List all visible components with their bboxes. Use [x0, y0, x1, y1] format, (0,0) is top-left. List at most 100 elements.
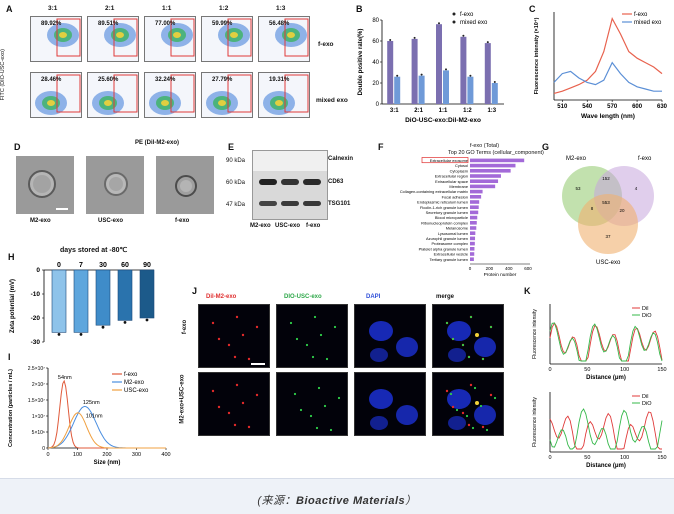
- x-tick-label: 400: [505, 266, 513, 271]
- go-term-label: Extracellular region: [435, 174, 468, 179]
- red-puncta: [233, 355, 237, 359]
- green-puncta: [315, 426, 319, 430]
- gate-percent: 89.51%: [98, 21, 119, 27]
- flow-density: [263, 74, 309, 115]
- ratio-label: 1:2: [219, 5, 229, 12]
- zeta-potential-chart: 0 -10 -20 -30 0 7 30 60 90 Zeta potential (mV): [10, 262, 155, 346]
- legend-label: mixed exo: [460, 20, 488, 26]
- scale-bar: [251, 363, 265, 365]
- go-term-bar: [470, 200, 480, 204]
- density-core: [47, 100, 55, 106]
- zeta-point: [57, 333, 61, 336]
- venn-count: 8: [591, 206, 594, 211]
- go-term-bar: [470, 189, 483, 194]
- x-tick-label: 0: [469, 266, 472, 271]
- nucleus: [370, 416, 388, 430]
- x-tick-label: 150: [657, 367, 666, 373]
- panel-label-d: D: [14, 142, 21, 152]
- x-tick-label: 100: [620, 455, 629, 461]
- bar-point: [462, 34, 465, 37]
- x-tick-label: 600: [524, 266, 532, 271]
- red-puncta: [445, 389, 449, 393]
- x-axis-label: Distance (μm): [586, 375, 626, 381]
- protein-tsg101: TSG101: [328, 201, 351, 207]
- microscopy-content: [445, 315, 496, 362]
- legend-label: Dil: [642, 306, 648, 312]
- bar-point: [445, 68, 447, 71]
- bar-f-exo: [460, 36, 467, 104]
- microscopy-green-f-exo: [276, 304, 348, 368]
- go-term-label: Blood microparticle: [435, 215, 468, 220]
- legend-label: f-exo: [460, 12, 474, 18]
- gate-percent: 28.46%: [41, 77, 62, 83]
- panel-label-g: G: [542, 142, 550, 152]
- go-terms-bar-chart: Extracellular exosomeCytosolCytoplasmExt…: [400, 157, 532, 278]
- tem-label-m2: M2-exo: [30, 218, 51, 224]
- dil-profile: [549, 322, 663, 362]
- red-puncta: [255, 393, 259, 397]
- green-puncta: [317, 386, 321, 390]
- dio-profile: [549, 408, 663, 450]
- flow-density: [218, 18, 252, 57]
- go-term-bar: [470, 257, 474, 261]
- gate-percent: 32.24%: [155, 77, 176, 83]
- day-label: 90: [143, 262, 151, 269]
- x-tick-label: 100: [620, 367, 629, 373]
- x-tick-label: 50: [584, 367, 590, 373]
- green-puncta: [471, 426, 475, 430]
- x-tick-label: 100: [73, 452, 82, 458]
- bar-f-exo: [484, 43, 491, 104]
- green-puncta: [293, 392, 297, 396]
- dil-profile: [549, 411, 662, 450]
- red-puncta: [469, 383, 473, 387]
- microscopy-content: [211, 383, 259, 429]
- venn-usc-exo: [578, 194, 638, 254]
- flow-density: [275, 18, 309, 57]
- x-axis-label: DiO-USC-exo:Dil-M2-exo: [405, 117, 481, 124]
- nucleus: [448, 416, 466, 430]
- density-core: [59, 32, 67, 38]
- panel-a-ylabel: FITC (DIO-USC-exo): [0, 49, 6, 101]
- go-term-label: Extracellular vesicle: [434, 252, 468, 257]
- gate-box: [227, 74, 252, 113]
- panel-label-i: I: [8, 352, 11, 362]
- y-tick-label: 2×10⁷: [32, 382, 45, 388]
- green-puncta: [481, 357, 485, 361]
- gate-box: [56, 74, 81, 113]
- y-axis-label: Fluorescence intensity (×10⁴): [534, 17, 540, 94]
- nucleus: [447, 389, 471, 409]
- density-core: [104, 100, 112, 106]
- flow-density: [92, 74, 138, 115]
- x-tick-label: 600: [632, 104, 643, 110]
- green-puncta: [313, 315, 317, 319]
- x-tick-label: 200: [486, 266, 494, 271]
- venn-label-m2: M2-exo: [566, 156, 587, 162]
- go-term-bar: [470, 158, 525, 163]
- y-tick-label: 60: [372, 39, 379, 45]
- venn-count: 53: [575, 186, 581, 191]
- panel-a-xlabel: PE (Dil-M2-exo): [135, 140, 180, 146]
- green-puncta: [469, 315, 473, 319]
- gate-box: [170, 18, 195, 57]
- flow-density: [149, 74, 195, 115]
- microscopy-content: [211, 315, 265, 365]
- caption-prefix: (来源：: [257, 495, 296, 507]
- red-puncta: [227, 343, 231, 347]
- x-tick-label: 2:1: [414, 108, 423, 114]
- gate-box: [113, 74, 138, 113]
- density-core: [218, 100, 226, 106]
- panel-label-f: F: [378, 142, 384, 152]
- green-puncta: [485, 428, 489, 432]
- red-puncta: [217, 337, 221, 341]
- green-puncta: [323, 404, 327, 408]
- nucleus: [447, 321, 471, 341]
- go-term-bar: [470, 174, 501, 178]
- day-label: 60: [121, 262, 129, 269]
- go-term-bar: [470, 252, 475, 256]
- nucleus: [370, 348, 388, 362]
- y-axis-label: Fluorescence intensity: [532, 309, 538, 359]
- go-term-label: Cytoplasm: [450, 168, 468, 173]
- x-tick-label: 200: [102, 452, 111, 458]
- x-tick-label: 0: [548, 455, 551, 461]
- y-tick-label: 0: [42, 446, 45, 452]
